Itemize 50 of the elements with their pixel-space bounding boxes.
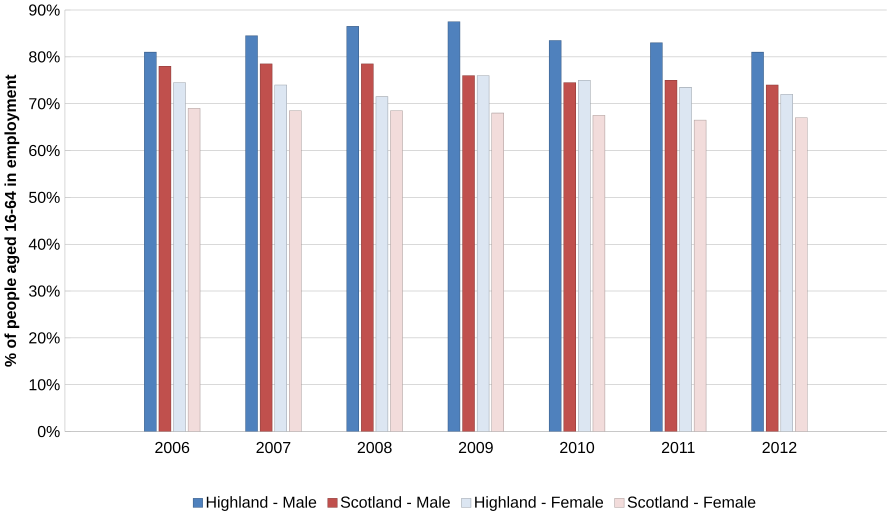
bar (158, 66, 172, 432)
bar (376, 96, 388, 432)
legend-label: Highland - Female (475, 496, 604, 511)
y-tick-label: 90% (29, 4, 60, 16)
bar (751, 52, 764, 432)
y-axis-title: % of people aged 16-64 in employment (4, 74, 20, 367)
bar (780, 94, 793, 432)
bar (592, 115, 606, 432)
x-tick-label: 2007 (256, 442, 290, 454)
bar (564, 82, 576, 432)
bar (795, 118, 808, 432)
y-tick-label: 70% (29, 98, 60, 110)
bar (245, 36, 258, 432)
bar (274, 84, 287, 432)
x-tick-label: 2009 (458, 442, 493, 454)
bar (766, 84, 778, 432)
y-tick-label: 20% (29, 332, 60, 344)
bar (476, 75, 490, 432)
bar (361, 64, 374, 432)
bar (346, 26, 359, 432)
bar (548, 40, 562, 432)
bar (491, 112, 504, 432)
legend-label: Scotland - Female (628, 496, 756, 508)
y-tick-label: 50% (29, 192, 60, 204)
x-tick-label: 2012 (762, 442, 796, 454)
y-tick-label: 80% (29, 51, 60, 63)
bar (173, 82, 186, 432)
bar (390, 110, 403, 432)
bar (650, 42, 663, 432)
x-tick-label: 2006 (155, 442, 190, 454)
bar (289, 110, 302, 432)
bar (188, 108, 200, 432)
x-tick-label: 2008 (358, 442, 392, 454)
bar (260, 64, 272, 432)
legend-label: Scotland - Male (340, 496, 450, 508)
bar (448, 22, 460, 432)
x-tick-label: 2010 (560, 442, 594, 454)
bar (462, 75, 475, 432)
y-tick-label: 0% (38, 426, 60, 438)
bar (694, 120, 706, 432)
y-tick-label: 10% (30, 379, 60, 390)
bar (144, 52, 157, 432)
y-tick-label: 30% (29, 285, 60, 297)
x-tick-label: 2011 (662, 442, 695, 454)
y-tick-label: 60% (29, 144, 60, 156)
bar (664, 80, 678, 432)
bar (679, 87, 692, 432)
bar (578, 80, 591, 432)
legend-label: Highland - Male (206, 496, 316, 511)
y-tick-label: 40% (28, 238, 60, 250)
